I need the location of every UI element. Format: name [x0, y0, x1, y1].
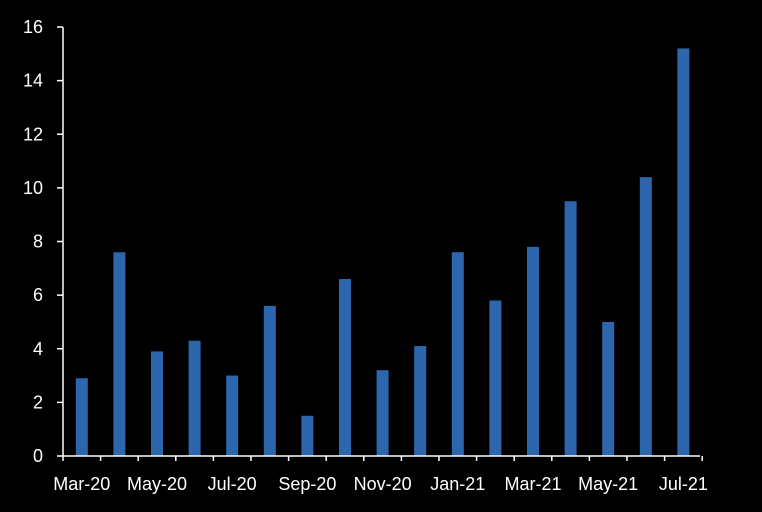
x-tick-label: May-21: [578, 474, 638, 494]
bar-mar-21: [527, 246, 539, 456]
y-tick-label: 2: [33, 392, 43, 412]
bar-jul-21: [677, 48, 690, 456]
axes-group: [57, 26, 703, 461]
x-tick-label: Jul-21: [659, 474, 708, 494]
bar-feb-21: [489, 300, 502, 456]
bar-nov-20: [376, 370, 389, 456]
bar-sep-20: [301, 415, 314, 456]
y-tick-label: 12: [23, 124, 43, 144]
y-tick-label: 8: [33, 232, 43, 252]
y-tick-label: 14: [23, 71, 43, 91]
bar-oct-20: [339, 279, 351, 456]
y-tick-label: 0: [33, 446, 43, 466]
x-tick-label: Mar-20: [53, 474, 110, 494]
bar-dec-20: [414, 346, 427, 456]
x-tick-label: May-20: [127, 474, 187, 494]
tick-labels-group: 0 2 4 6 8 10 12 14 16 Mar-20 May-20 Jul-20 Sep-20 Nov…: [23, 17, 708, 494]
bar-aug-20: [263, 305, 276, 456]
bar-may-20: [151, 351, 163, 456]
bar-may-21: [602, 321, 615, 456]
y-tick-label: 4: [33, 339, 43, 359]
bar-jul-20: [226, 375, 239, 456]
y-tick-label: 6: [33, 285, 43, 305]
y-tick-label: 10: [23, 178, 43, 198]
bar-apr-21: [564, 201, 577, 456]
bar-jun-21: [639, 177, 652, 456]
bar-mar-20: [75, 378, 88, 456]
x-tick-label: Mar-21: [504, 474, 561, 494]
bar-jan-21: [451, 252, 464, 456]
x-tick-label: Jan-21: [430, 474, 485, 494]
x-tick-label: Nov-20: [354, 474, 412, 494]
bars-group: [75, 48, 690, 456]
x-tick-label: Sep-20: [278, 474, 336, 494]
bar-apr-20: [113, 252, 126, 456]
y-tick-label: 16: [23, 17, 43, 37]
bar-jun-20: [188, 340, 201, 456]
x-tick-label: Jul-20: [208, 474, 257, 494]
